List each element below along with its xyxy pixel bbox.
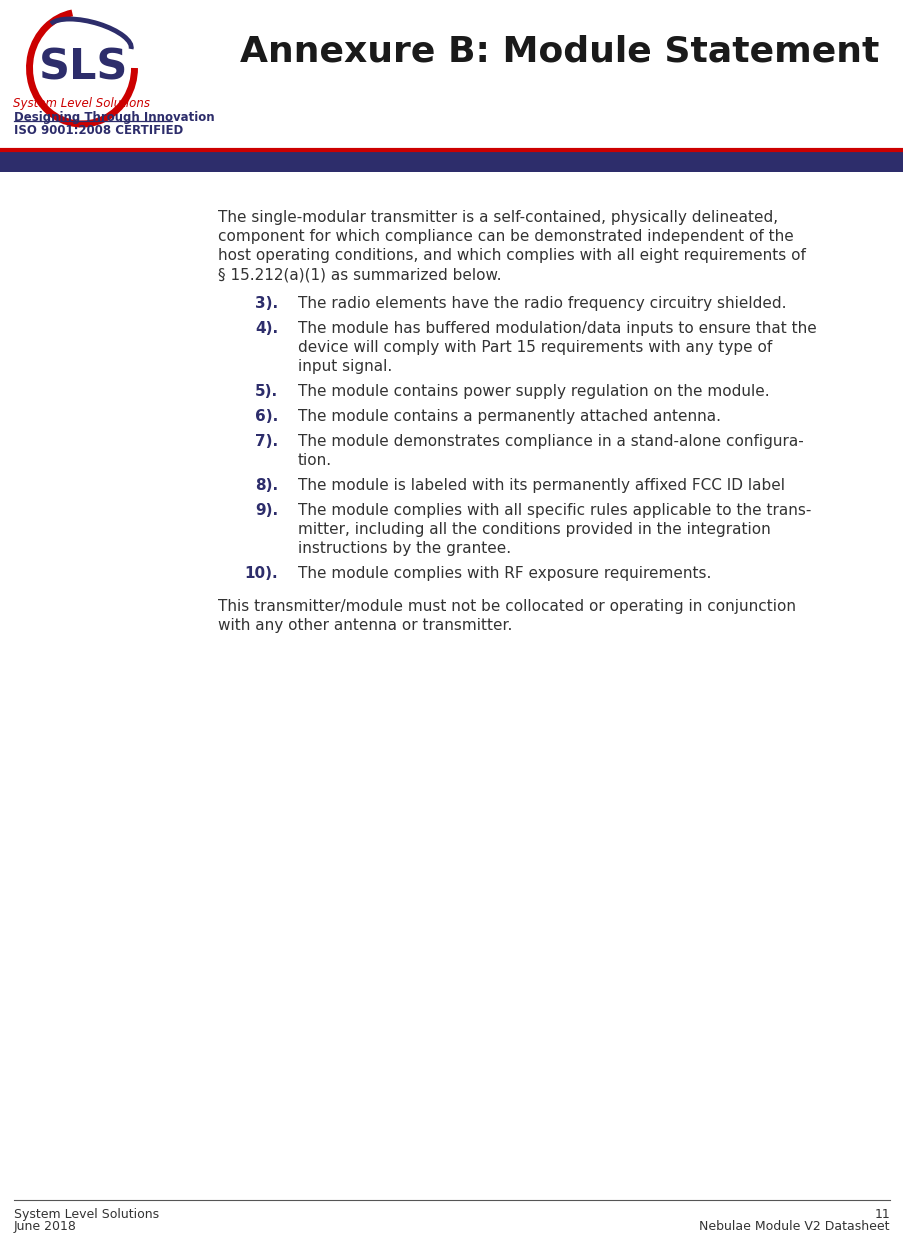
Text: input signal.: input signal. (298, 359, 392, 374)
Text: component for which compliance can be demonstrated independent of the: component for which compliance can be de… (218, 230, 793, 244)
Text: The module complies with all specific rules applicable to the trans-: The module complies with all specific ru… (298, 503, 811, 518)
Text: § 15.212(a)(1) as summarized below.: § 15.212(a)(1) as summarized below. (218, 267, 501, 283)
Text: System Level Solutions: System Level Solutions (14, 96, 150, 110)
Text: June 2018: June 2018 (14, 1220, 77, 1233)
Text: with any other antenna or transmitter.: with any other antenna or transmitter. (218, 618, 512, 633)
Text: System Level Solutions: System Level Solutions (14, 1208, 159, 1220)
Text: This transmitter/module must not be collocated or operating in conjunction: This transmitter/module must not be coll… (218, 598, 796, 615)
Text: 5).: 5). (255, 384, 278, 399)
Text: The module contains a permanently attached antenna.: The module contains a permanently attach… (298, 408, 721, 424)
Text: 7).: 7). (255, 434, 278, 449)
Text: instructions by the grantee.: instructions by the grantee. (298, 540, 510, 557)
Text: The module complies with RF exposure requirements.: The module complies with RF exposure req… (298, 566, 711, 581)
Text: 4).: 4). (255, 321, 278, 336)
Text: The module has buffered modulation/data inputs to ensure that the: The module has buffered modulation/data … (298, 321, 815, 336)
Text: 6).: 6). (255, 408, 278, 424)
Text: mitter, including all the conditions provided in the integration: mitter, including all the conditions pro… (298, 522, 770, 537)
Text: The module contains power supply regulation on the module.: The module contains power supply regulat… (298, 384, 768, 399)
Text: ISO 9001:2008 CERTIFIED: ISO 9001:2008 CERTIFIED (14, 125, 183, 137)
Text: 3).: 3). (255, 296, 278, 311)
Text: Nebulae Module V2 Datasheet: Nebulae Module V2 Datasheet (699, 1220, 889, 1233)
Text: 8).: 8). (255, 478, 278, 494)
Bar (0, 152, 903, 172)
Text: The radio elements have the radio frequency circuitry shielded.: The radio elements have the radio freque… (298, 296, 786, 311)
Text: 9).: 9). (255, 503, 278, 518)
Text: The module is labeled with its permanently affixed FCC ID label: The module is labeled with its permanent… (298, 478, 784, 494)
Text: Designing Through Innovation: Designing Through Innovation (14, 111, 214, 123)
Text: host operating conditions, and which complies with all eight requirements of: host operating conditions, and which com… (218, 248, 805, 263)
Text: 10).: 10). (244, 566, 278, 581)
Text: device will comply with Part 15 requirements with any type of: device will comply with Part 15 requirem… (298, 341, 771, 355)
Text: The module demonstrates compliance in a stand-alone configura-: The module demonstrates compliance in a … (298, 434, 803, 449)
Text: 11: 11 (873, 1208, 889, 1220)
Text: Annexure B: Module Statement: Annexure B: Module Statement (240, 35, 879, 69)
Text: The single-modular transmitter is a self-contained, physically delineated,: The single-modular transmitter is a self… (218, 210, 777, 225)
Text: SLS: SLS (39, 47, 128, 89)
Text: tion.: tion. (298, 453, 331, 468)
